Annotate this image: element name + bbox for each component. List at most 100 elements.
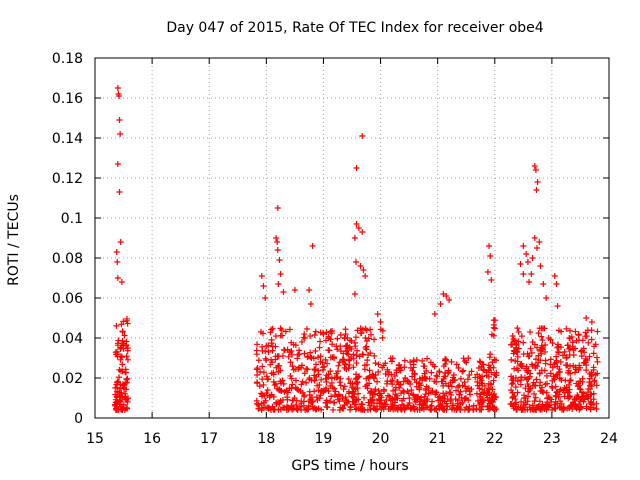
data-point	[323, 329, 330, 336]
data-point	[374, 378, 381, 385]
data-point	[565, 395, 572, 402]
data-point	[311, 388, 318, 395]
data-point	[566, 377, 573, 384]
data-point	[392, 396, 399, 403]
data-point	[408, 387, 415, 394]
data-point	[436, 368, 443, 375]
data-point	[468, 368, 475, 375]
data-point	[575, 366, 582, 373]
data-point	[371, 375, 378, 382]
data-point	[368, 400, 375, 407]
data-point	[124, 345, 131, 352]
data-point	[284, 394, 291, 401]
data-point	[524, 368, 531, 375]
data-point	[490, 321, 497, 328]
data-point	[485, 373, 492, 380]
data-point	[470, 402, 477, 409]
data-point	[593, 406, 600, 412]
data-point	[526, 279, 533, 285]
data-point	[553, 281, 560, 287]
data-point	[342, 331, 349, 338]
data-point	[564, 342, 571, 349]
data-point	[392, 384, 399, 391]
data-point	[557, 358, 564, 365]
data-point	[113, 322, 120, 329]
data-point	[429, 361, 436, 368]
data-point	[478, 397, 485, 404]
data-point	[419, 357, 426, 364]
data-point	[114, 406, 121, 413]
data-point	[359, 133, 366, 139]
data-point	[301, 392, 308, 399]
data-point	[415, 393, 422, 400]
data-point	[255, 357, 262, 364]
data-point	[542, 360, 549, 367]
data-point	[404, 402, 411, 409]
data-point	[453, 387, 460, 394]
data-point	[275, 281, 282, 287]
data-point	[113, 249, 120, 255]
data-point	[336, 379, 343, 386]
data-point	[272, 380, 279, 387]
data-point	[117, 385, 124, 392]
data-point	[335, 396, 342, 403]
data-point	[424, 355, 431, 362]
data-point	[291, 287, 298, 293]
x-tick-label: 19	[315, 431, 333, 447]
data-point	[525, 353, 532, 360]
data-point	[420, 363, 427, 370]
data-point	[462, 383, 469, 390]
plot-frame	[94, 57, 610, 419]
data-point	[120, 345, 127, 352]
data-point	[481, 382, 488, 389]
data-point	[587, 400, 594, 407]
data-point	[121, 406, 128, 413]
data-point	[268, 326, 275, 333]
data-point	[324, 404, 331, 411]
data-point	[334, 335, 341, 342]
data-point	[335, 362, 342, 369]
data-point	[450, 402, 457, 409]
data-point	[520, 271, 527, 277]
data-point	[578, 403, 585, 410]
data-point	[535, 359, 542, 366]
data-point	[311, 366, 318, 373]
data-point	[440, 394, 447, 401]
data-point	[529, 255, 536, 261]
data-point	[384, 366, 391, 373]
data-point	[376, 396, 383, 403]
data-point	[551, 273, 558, 279]
data-point	[118, 405, 125, 412]
data-point	[387, 378, 394, 385]
data-point	[286, 385, 293, 392]
data-point	[561, 348, 568, 355]
data-point	[410, 404, 417, 411]
data-point	[333, 343, 340, 350]
data-point	[532, 406, 539, 413]
data-point	[514, 378, 521, 385]
data-point	[543, 295, 550, 301]
data-point	[289, 381, 296, 388]
data-point	[263, 390, 270, 397]
data-point	[340, 356, 347, 363]
y-tick-label: 0.08	[52, 251, 83, 267]
data-point	[115, 93, 122, 99]
data-point	[269, 347, 276, 354]
data-point	[486, 405, 493, 412]
data-point	[428, 369, 435, 376]
data-point	[580, 390, 587, 397]
data-point	[571, 369, 578, 376]
data-point	[323, 378, 330, 385]
data-point	[525, 383, 532, 390]
data-point	[322, 399, 329, 406]
data-point	[361, 362, 368, 369]
data-point	[542, 342, 549, 349]
data-point	[287, 359, 294, 366]
data-point	[563, 384, 570, 391]
data-point	[487, 381, 494, 388]
data-point	[401, 389, 408, 396]
data-point	[583, 362, 590, 369]
data-point	[355, 374, 362, 381]
data-point	[409, 367, 416, 374]
data-point	[520, 351, 527, 358]
